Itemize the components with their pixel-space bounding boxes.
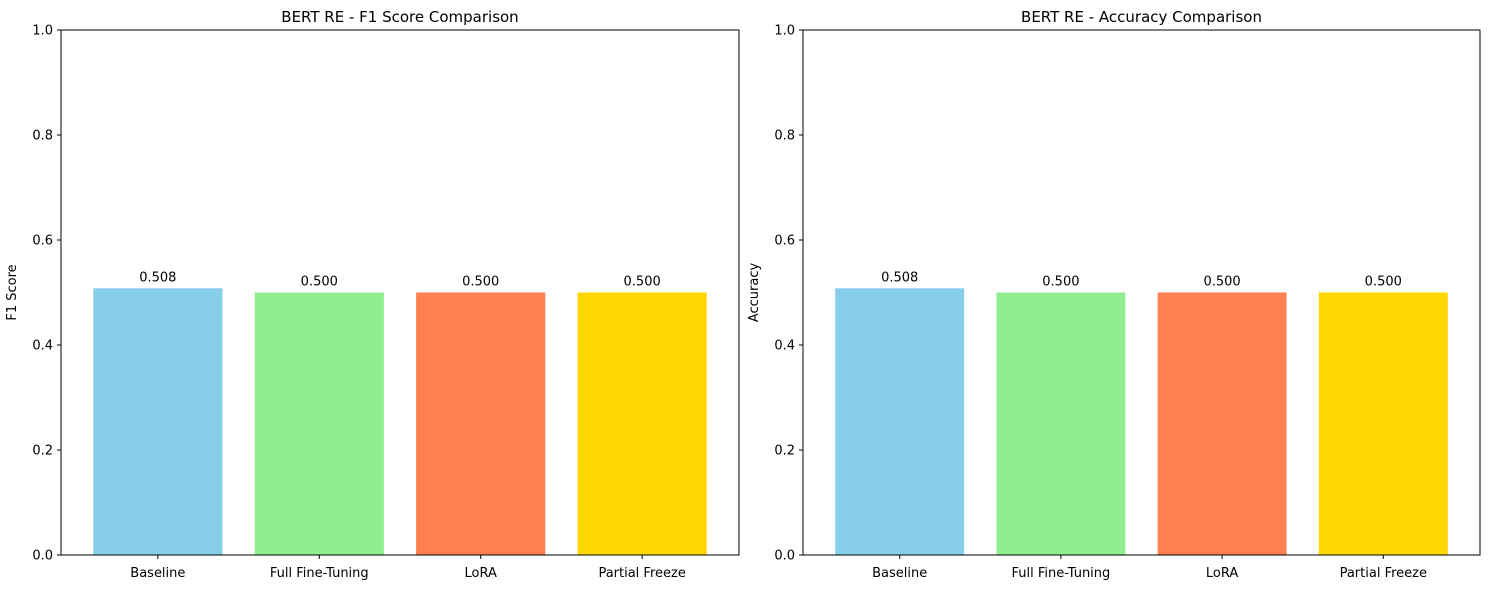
value-label-2: 0.500 [1042,275,1079,290]
y-axis-label: F1 Score [5,264,20,320]
y-tick-label-5: 0.8 [32,129,53,144]
y-tick-label-1: 0.0 [32,549,53,564]
x-tick-label-4: Partial Freeze [598,566,685,581]
bar-1 [93,288,223,555]
axes-frame [802,29,1481,556]
y-tick-label-2: 0.2 [32,444,53,459]
value-label-2: 0.500 [301,275,338,290]
y-tick-label-3: 0.4 [32,339,53,354]
y-tick-label-2: 0.2 [774,444,795,459]
bar-4 [577,292,707,555]
x-tick-label-2: Full Fine-Tuning [270,566,369,581]
y-tick-label-4: 0.6 [32,234,53,249]
bar-2 [254,292,384,555]
x-tick-label-3: LoRA [465,566,497,581]
y-tick-label-5: 0.8 [774,129,795,144]
chart-2: 0.508 Baseline 0.500 Full Fine-Tuning 0.500 L… [747,8,1481,581]
y-tick-label-6: 1.0 [32,24,53,39]
x-tick-label-2: Full Fine-Tuning [1012,566,1111,581]
value-label-3: 0.500 [462,275,499,290]
y-tick-label-3: 0.4 [774,339,795,354]
value-label-3: 0.500 [1203,275,1240,290]
value-label-4: 0.500 [1365,275,1402,290]
chart-1: 0.508 Baseline 0.500 Full Fine-Tuning 0.500 L… [5,8,740,581]
bar-3 [416,292,546,555]
x-tick-label-1: Baseline [130,566,185,581]
chart-title: BERT RE - Accuracy Comparison [1021,8,1262,26]
x-tick-label-3: LoRA [1206,566,1238,581]
bar-3 [1157,292,1287,555]
chart-title: BERT RE - F1 Score Comparison [281,8,518,26]
axes-frame [60,29,740,556]
value-label-1: 0.508 [139,270,176,285]
y-tick-label-6: 1.0 [774,24,795,39]
y-tick-label-4: 0.6 [774,234,795,249]
y-axis-label: Accuracy [747,263,762,323]
bar-4 [1318,292,1448,555]
bar-1 [835,288,965,555]
x-tick-label-4: Partial Freeze [1340,566,1427,581]
bar-2 [996,292,1126,555]
value-label-4: 0.500 [624,275,661,290]
y-tick-label-1: 0.0 [774,549,795,564]
value-label-1: 0.508 [881,270,918,285]
x-tick-label-1: Baseline [872,566,927,581]
